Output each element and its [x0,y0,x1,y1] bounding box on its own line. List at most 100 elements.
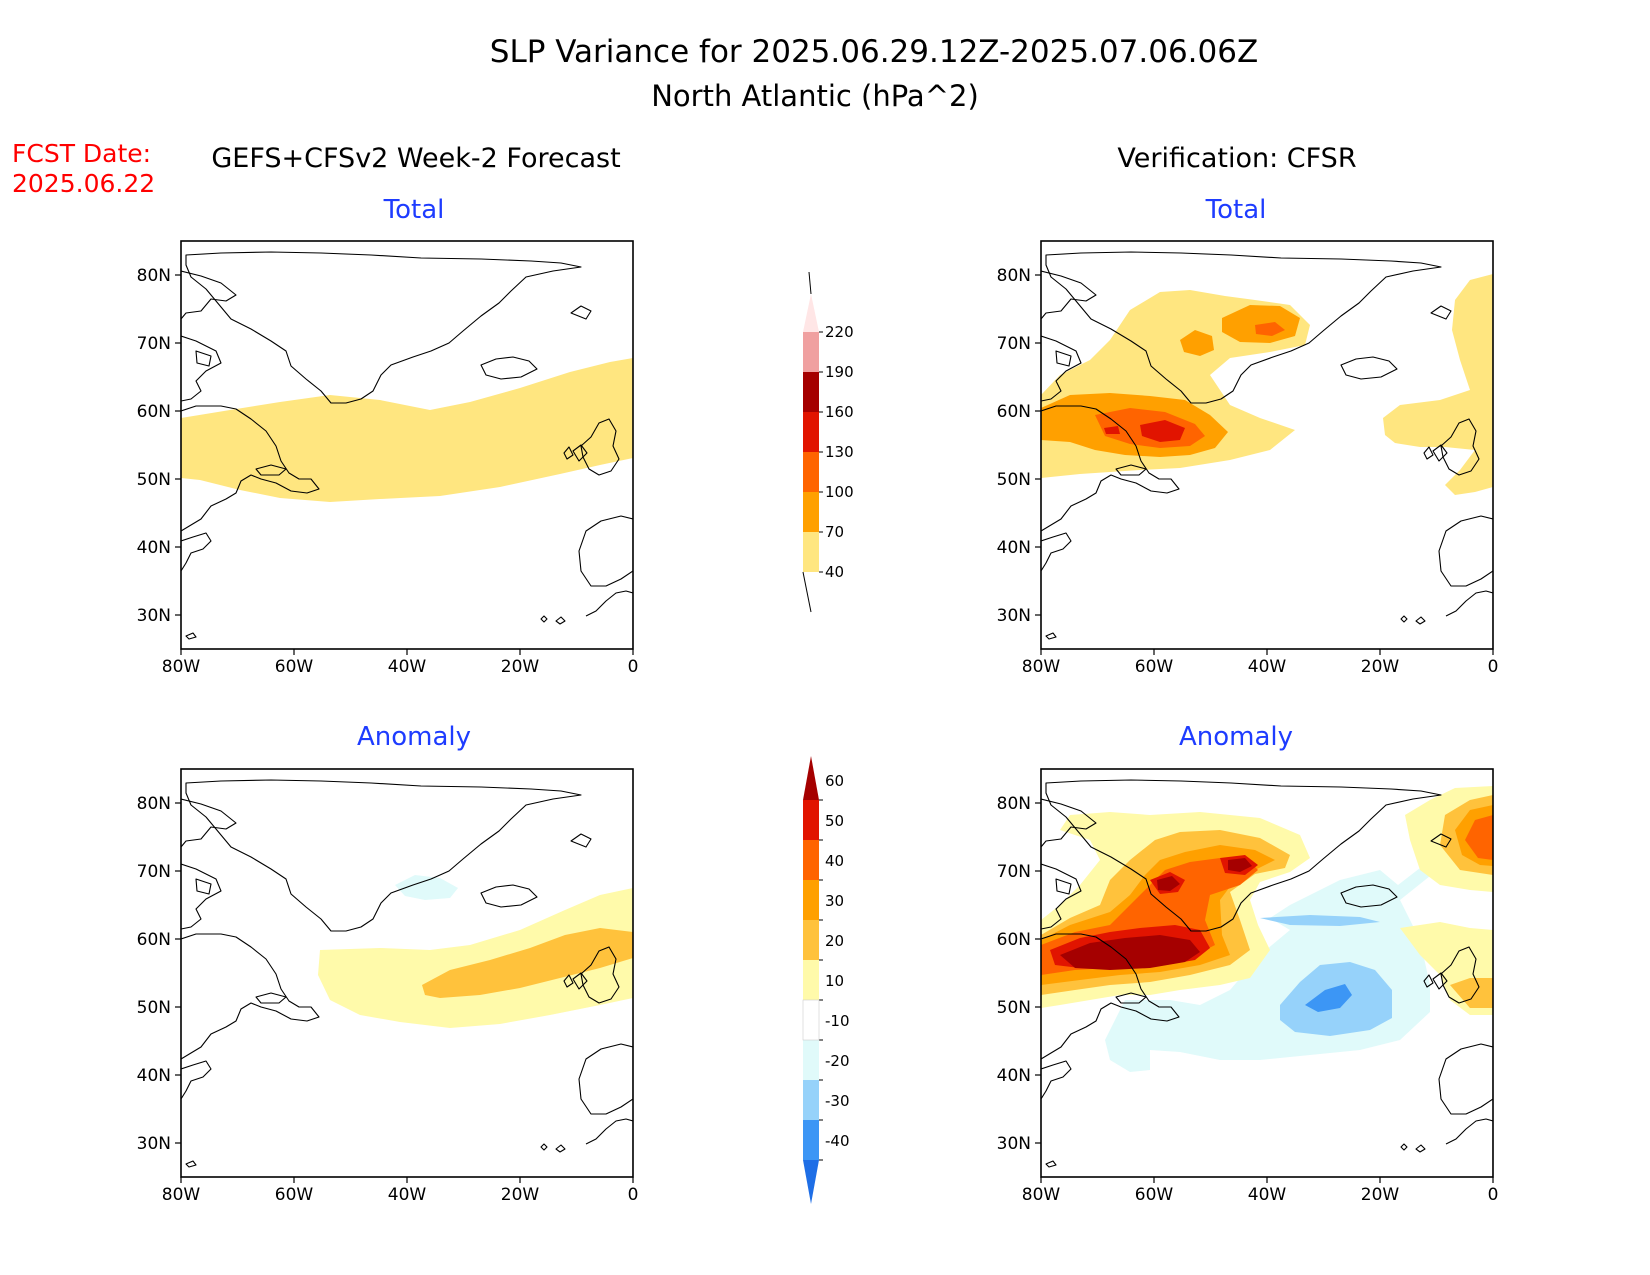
coastline-segment [1055,350,1072,367]
coastline-segment [585,1118,633,1177]
colorbar-segment [803,412,819,452]
coastline-segment [555,616,566,625]
colorbar-tail [808,271,812,295]
lat-tick-label: 60N [997,930,1031,950]
coastline-segment [480,356,538,380]
lon-tick-label: 0 [628,1185,639,1205]
panel-title-verification-total: Total [1205,195,1267,225]
main-title-line2: North Atlantic (hPa^2) [651,79,979,113]
coastline-segment [185,779,582,932]
colorbar-segment [803,880,819,920]
lon-tick-label: 60W [1135,657,1174,677]
coastline-segment [195,878,212,895]
coastline-segment [1045,1160,1057,1168]
anomaly-60plus-region [1228,858,1252,872]
colorbar-segment [803,1160,819,1204]
coastline-segment [1415,616,1426,625]
fcst-date-value: 2025.06.22 [12,169,155,198]
axes-forecast-anomaly: 80N 70N 60N 50N 40N 30N 80W 60W 40W 20W 0 [137,794,639,1205]
lat-tick-label: 40N [137,538,171,558]
lon-tick-label: 20W [1361,1185,1400,1205]
lat-tick-label: 80N [997,794,1031,814]
coastline-segment [1432,444,1448,462]
colorbar-segment [803,332,819,372]
anomaly-60plus-region [1060,935,1200,970]
map-forecast-anomaly [318,875,633,1028]
lat-tick-label: 70N [997,334,1031,354]
coastline-segment [255,464,287,476]
coastline-segment [1041,1060,1072,1100]
coastline-segment [1440,946,1480,1004]
colorbar-anomaly: 60 50 40 30 20 10 -10 -20 -30 -40 [802,756,850,1204]
map-verification-total [1041,274,1493,495]
coastline-segment [1423,974,1434,988]
colorbar-tail [802,571,812,613]
coastline-segment [1045,251,1442,404]
lon-tick-label: 20W [1361,657,1400,677]
anomaly-20-30-region [422,928,633,998]
verification-column-title: Verification: CFSR [1117,143,1356,174]
anomaly-10-20-region [318,888,633,1028]
colorbar-label: 40 [825,563,844,581]
panel-title-verification-anomaly: Anomaly [1179,722,1293,752]
coastline-segment [185,632,197,640]
colorbar-segment [803,1040,819,1080]
coastline-segment [585,590,633,649]
coastline-segment [1438,515,1493,587]
lat-tick-label: 30N [997,1134,1031,1154]
coastline-segment [563,974,574,988]
colorbar-segment [803,1080,819,1120]
coastline-segment [540,615,548,623]
lon-tick-label: 0 [628,657,639,677]
lon-tick-label: 0 [1488,1185,1499,1205]
lat-tick-label: 80N [997,266,1031,286]
coastline-segment [563,446,574,460]
lat-tick-label: 50N [137,470,171,490]
coastline-segment [1445,1118,1493,1177]
coastline-segment [480,884,538,908]
lat-tick-label: 40N [997,538,1031,558]
coastline-segment [1415,1144,1426,1153]
lat-tick-label: 40N [997,1066,1031,1086]
lon-tick-label: 80W [1022,1185,1061,1205]
lon-tick-label: 80W [162,1185,201,1205]
variance-70-100-region [1180,330,1214,356]
colorbar-segment [803,960,819,1000]
lat-tick-label: 50N [997,998,1031,1018]
colorbar-segment [803,492,819,532]
lon-tick-label: 60W [1135,1185,1174,1205]
colorbar-label: 190 [825,363,854,381]
coastline-segment [1400,615,1408,623]
lat-tick-label: 30N [997,606,1031,626]
coastline-segment [540,1143,548,1151]
lat-tick-label: 30N [137,606,171,626]
coastline-segment [185,251,582,404]
coastline-forecast-anomaly [181,779,633,1177]
coastline-forecast-total [181,251,633,649]
coastline-segment [580,946,620,1004]
panel-title-forecast-total: Total [383,195,445,225]
main-title-line1: SLP Variance for 2025.06.29.12Z-2025.07.… [490,34,1258,70]
colorbar-label: 20 [825,932,844,950]
axes-verification-anomaly: 80N 70N 60N 50N 40N 30N 80W 60W 40W 20W 0 [997,794,1499,1205]
coastline-segment [181,933,320,1060]
coastline-segment [1430,833,1452,848]
coastline-segment [1440,418,1480,476]
coastline-segment [1400,1143,1408,1151]
lat-tick-label: 40N [137,1066,171,1086]
coastline-segment [181,1060,212,1100]
coastline-segment [1041,405,1180,532]
colorbar-segment [803,800,819,840]
coastline-segment [1445,590,1493,649]
coastline-segment [1055,878,1072,895]
lat-tick-label: 30N [137,1134,171,1154]
colorbar-segment [803,840,819,880]
colorbar-label: 130 [825,443,854,461]
coastline-segment [1438,1043,1493,1115]
coastline-segment [1045,632,1057,640]
anomaly-40-50-region [1465,815,1493,860]
colorbar-segment [803,756,819,800]
lon-tick-label: 60W [275,657,314,677]
colorbar-label: 40 [825,852,844,870]
